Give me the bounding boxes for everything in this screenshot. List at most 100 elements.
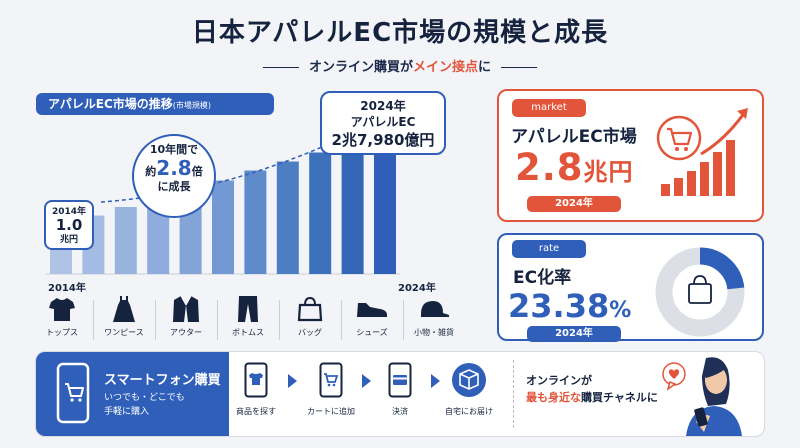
axis-year-start: 2014年: [48, 283, 86, 294]
category-divider: [279, 300, 280, 340]
smartphone-cart-icon: [56, 362, 90, 424]
category-label: トップス: [46, 328, 78, 337]
flow-arrow: [431, 374, 440, 388]
trend-line: [100, 119, 380, 203]
market-label: アパレルEC市場: [511, 127, 637, 147]
tagline-line2: 購買チャネルに: [581, 390, 658, 404]
subtitle-rule-right: [501, 67, 538, 68]
category-label: ボトムス: [232, 328, 264, 337]
step-label: カートに追加: [307, 407, 355, 416]
donut-fill: [699, 247, 745, 290]
tshirt-on-phone-icon: [244, 362, 268, 398]
category-label: ワンピース: [104, 328, 144, 337]
bar-2: [114, 207, 137, 274]
box-icon: [452, 363, 486, 397]
pants-icon: [219, 293, 277, 325]
flow-arrow: [362, 374, 371, 388]
callout-2014-unit: 兆円: [59, 234, 78, 245]
subtitle-rule-left: [262, 67, 299, 68]
rate-value-unit: %: [609, 298, 632, 323]
page-subtitle: オンライン購買がメイン接点に: [0, 56, 800, 75]
heart-icon: [668, 369, 680, 379]
bar-5: [212, 180, 234, 274]
growth-prefix: 約: [145, 165, 157, 179]
growth-suffix: 倍: [191, 165, 203, 179]
card-on-phone-icon: [388, 362, 412, 398]
step-search: 商品を探す: [223, 362, 289, 417]
category-label: バッグ: [298, 328, 322, 337]
cap-icon: [405, 293, 463, 325]
callout-2024: 2024年 アパレルEC 2兆7,980億円: [320, 91, 446, 155]
market-value-unit: 兆円: [583, 158, 634, 186]
category-outer: アウター: [157, 293, 215, 348]
category-bag: バッグ: [281, 293, 339, 348]
bar-6: [244, 170, 267, 274]
category-label: アウター: [170, 328, 202, 337]
bar-3: [147, 198, 170, 274]
smartphone-title: スマートフォン購買: [104, 373, 221, 388]
category-accessories: 小物・雑貨: [405, 293, 463, 348]
callout-2014: 2014年 1.0 兆円: [44, 200, 94, 250]
callout-2014-year: 2014年: [51, 207, 87, 217]
category-shoes: シューズ: [343, 293, 401, 348]
category-tops: トップス: [33, 293, 91, 348]
smartphone-sub-line2: 手軽に購入: [104, 406, 150, 417]
step-label: 決済: [392, 407, 408, 416]
category-bottoms: ボトムス: [219, 293, 277, 348]
axis-year-end: 2024年: [398, 283, 436, 294]
callout-2024-label: アパレルEC: [350, 115, 416, 130]
growth-chart-icon: [656, 108, 748, 196]
bottom-divider: [513, 360, 514, 428]
growth-line3: に成長: [157, 180, 191, 194]
category-divider: [403, 300, 404, 340]
growth-badge: 10年間で 約2.8倍 に成長: [132, 134, 216, 218]
rate-tag: rate: [512, 240, 586, 258]
rate-value: 23.38%: [508, 287, 631, 325]
bar-7: [276, 161, 299, 274]
step-label: 自宅にお届け: [445, 407, 493, 416]
category-label: 小物・雑貨: [414, 328, 454, 337]
cart-on-phone-icon: [319, 362, 343, 398]
subtitle-prefix: オンライン購買が: [308, 60, 413, 75]
category-divider: [155, 300, 156, 340]
category-label: シューズ: [356, 328, 388, 337]
step-delivery: 自宅にお届け: [436, 362, 502, 417]
market-year-badge: 2024年: [527, 196, 621, 212]
callout-2014-value: 1.0: [55, 216, 83, 235]
smartphone-subtitle: いつでも・どこでも 手軽に購入: [104, 392, 185, 419]
market-value-number: 2.8: [515, 146, 584, 189]
market-bar-chart: [46, 117, 400, 275]
page-title: 日本アパレルEC市場の規模と成長: [191, 18, 609, 48]
jacket-icon: [157, 293, 215, 325]
step-label: 商品を探す: [236, 407, 276, 416]
market-tag: market: [512, 99, 586, 117]
category-divider: [217, 300, 218, 340]
category-divider: [341, 300, 342, 340]
bar-8: [309, 152, 332, 274]
rate-year-badge: 2024年: [527, 326, 621, 342]
channel-tagline: オンラインが 最も身近な購買チャネルに: [526, 373, 658, 406]
growth-value: 2.8: [156, 156, 192, 181]
woman-with-phone-illustration: [662, 357, 742, 436]
tagline-line1: オンラインが: [526, 374, 592, 387]
flow-arrow: [288, 374, 297, 388]
chart-header-note: (市場規模): [172, 101, 212, 110]
chart-header-label: アパレルEC市場の推移: [48, 97, 173, 111]
chart-header: アパレルEC市場の推移(市場規模): [36, 93, 274, 115]
market-value: 2.8兆円: [515, 146, 634, 189]
callout-2024-value: 2兆7,980億円: [331, 131, 435, 150]
dress-icon: [95, 293, 153, 325]
smartphone-sub-line1: いつでも・どこでも: [104, 393, 185, 403]
rate-label: EC化率: [513, 268, 572, 288]
callout-2024-year: 2024年: [360, 99, 406, 113]
step-add-cart: カートに追加: [298, 362, 364, 417]
step-payment: 決済: [367, 362, 433, 417]
ec-rate-donut: [655, 247, 745, 337]
bar-9: [341, 145, 364, 274]
bag-icon: [281, 293, 339, 325]
shoe-icon: [343, 293, 401, 325]
category-dress: ワンピース: [95, 293, 153, 348]
category-divider: [93, 300, 94, 340]
rate-value-number: 23.38: [508, 287, 610, 325]
subtitle-accent: メイン接点: [412, 60, 478, 75]
